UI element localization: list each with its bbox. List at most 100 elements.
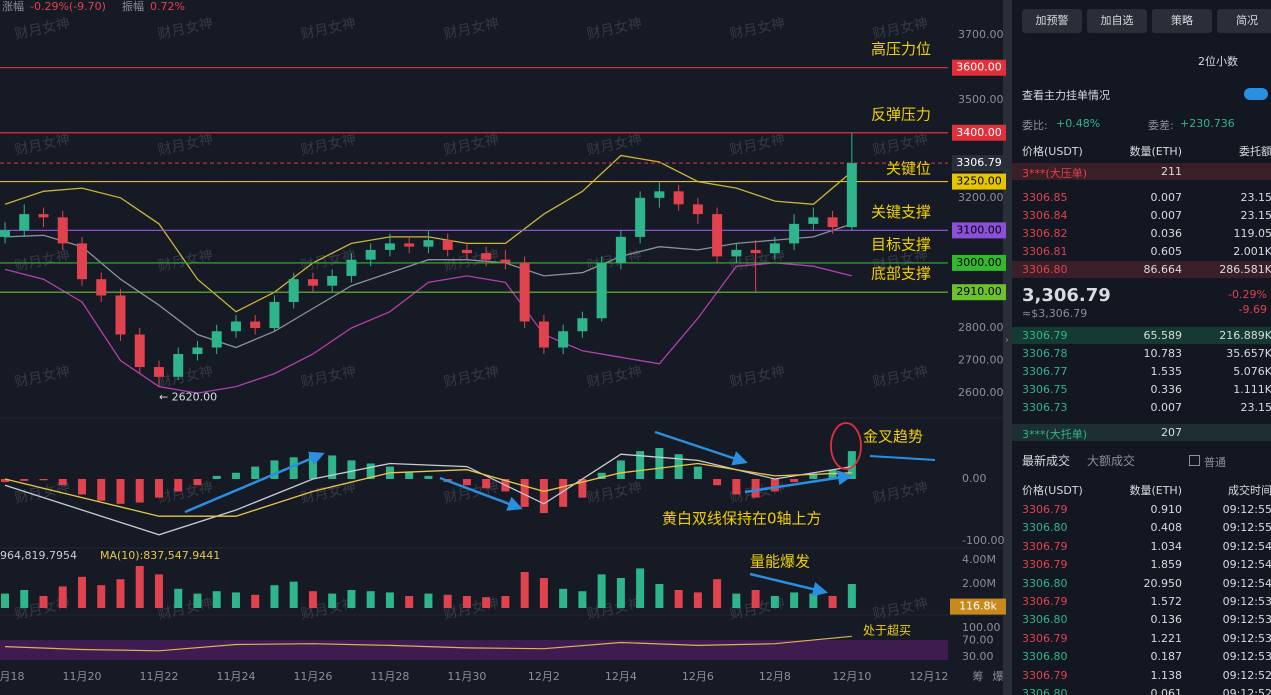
x-tick-label: 11月28 [370,670,409,683]
x-tick-label: 12月8 [759,670,791,683]
tab[interactable]: 大额成交 [1087,454,1136,468]
bid-cell: 65.589 [1143,329,1183,342]
macd-bar [520,478,529,507]
macd-bar [809,474,818,479]
volume-bar [1,593,10,608]
macd-bar [597,472,606,479]
candle-body [250,321,261,328]
x-tick-label: 12月12 [909,670,948,683]
splitter-handle[interactable]: › [1005,336,1009,346]
main-orders-link[interactable]: 查看主力挂单情况 [1022,89,1110,102]
x-tick-label: 11月18 [0,670,25,683]
volume-bar [616,578,625,608]
x-tick-label: 12月6 [682,670,714,683]
bid-cell: 3306.77 [1022,365,1068,378]
candle-body [173,354,184,377]
candle-body [519,262,530,322]
macd-bar [77,478,86,495]
trade-cell: 1.572 [1150,595,1183,608]
volume-bar [308,591,317,608]
candle-body [365,249,376,260]
level-label-box [952,284,1006,301]
x-tick-label: 11月26 [293,670,332,683]
trade-cell: 0.187 [1150,650,1183,664]
volume-bar [154,574,163,608]
filter-box[interactable] [1189,455,1200,466]
ask-cell: 0.007 [1150,191,1183,204]
volume-bar [636,568,645,608]
level-label: 3400.00 [956,126,1002,139]
filter[interactable]: 普通 [1204,456,1226,469]
trade-cell: 09:12:55 [1222,503,1271,516]
trade-cell: 09:12:52 [1222,687,1271,695]
level-label-box [952,59,1006,76]
macd-bar [674,454,683,479]
action-button[interactable]: 策略 [1152,9,1212,33]
decimals-select[interactable]: 2位小数 [1198,55,1238,68]
volume-bar [847,584,856,608]
bid-cell: 10.783 [1143,347,1183,360]
action-button[interactable]: 加自选 [1087,9,1147,33]
macd-bar [713,478,722,486]
candle-body [423,240,434,247]
volume-bar [539,578,548,608]
candle-body [288,279,299,302]
candle-body [327,275,338,286]
big-bid-price: 3***(大托单) [1022,428,1088,441]
macd-line [4,453,852,536]
volume-bar [790,592,799,608]
change-value: -0.29%(-9.70) [30,0,106,13]
level-label: 3250.00 [956,175,1002,188]
trade-cell: 09:12:53 [1222,613,1271,627]
level-label-box [952,222,1006,239]
y-tick-label: 4.00M [962,553,996,566]
volume-bar [20,590,29,608]
footer-icon[interactable]: 爆 [993,669,1004,683]
trade-header: 价格(USDT) [1022,484,1083,497]
y-tick-label: 2.00M [962,577,996,590]
trade-cell: 09:12:54 [1222,576,1271,590]
volume-bar [770,596,779,608]
candle-body [346,259,357,276]
macd-bar [539,478,548,514]
toggle[interactable] [1244,88,1268,100]
macd-bar [482,478,491,489]
tab[interactable]: 最新成交 [1022,454,1071,468]
action-button[interactable]: 加预警 [1022,9,1082,33]
volume-bar [193,593,202,608]
candle-body [712,214,723,257]
trade-cell: 09:12:54 [1222,558,1271,572]
bid-cell: 5.076K [1233,365,1271,378]
arrow [749,572,828,597]
ask-cell: 0.605 [1150,245,1183,258]
ask-cell: 3306.84 [1022,209,1068,222]
volume-bar [424,593,433,608]
volume-bar [713,579,722,608]
action-button[interactable]: 简况 [1217,9,1271,33]
footer-icon[interactable]: 筹 [973,669,984,683]
trade-cell: 0.061 [1150,687,1183,695]
candle-body [615,236,626,263]
trade-cell: 3306.79 [1022,595,1068,608]
y-tick-label: 2800.00 [958,321,1004,334]
trade-cell: 3306.80 [1022,650,1068,664]
x-tick-label: 12月10 [832,670,871,683]
volume-bar [270,585,279,608]
bid-cell: 1.535 [1150,365,1183,378]
candle-body [0,230,11,237]
splitter[interactable] [1003,0,1012,695]
volume-bar [212,591,221,608]
level-label-box [952,124,1006,141]
trade-cell: 09:12:52 [1222,668,1271,682]
candle-body [827,217,838,228]
low-marker: ← 2620.00 [159,391,217,404]
depth-bar [1012,327,1271,344]
macd-bar [616,460,625,479]
trade-cell: 0.910 [1150,503,1183,516]
level-note: 反弹压力 [871,105,931,123]
y-tick-label: 0.00 [962,472,987,485]
volume-bar [597,574,606,608]
candle-body [500,259,511,263]
